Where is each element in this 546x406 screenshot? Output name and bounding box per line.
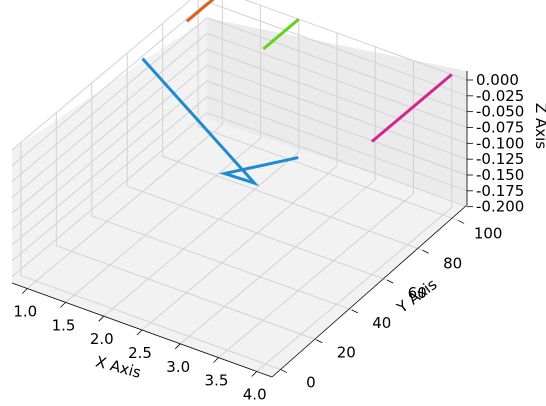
x-tick-label: 2.0	[90, 330, 114, 348]
left-wall-pane	[12, 18, 207, 283]
z-tick-label: -0.075	[476, 119, 524, 137]
series-line-1	[141, 57, 299, 187]
z-grid-line	[11, 64, 468, 230]
x-tick-label: 1.5	[52, 316, 76, 334]
y-grid-line	[197, 0, 459, 221]
grid-lines	[11, 0, 468, 372]
z-tick-label: -0.050	[476, 103, 524, 121]
x-grid-line	[26, 0, 223, 289]
z-grid-line	[11, 0, 468, 151]
z-grid-line	[11, 32, 468, 198]
z-tick-label: -0.150	[476, 166, 524, 184]
z-tick-label: 0.000	[476, 71, 519, 89]
series-line-2	[185, 0, 215, 23]
z-tick-label: -0.100	[476, 134, 524, 152]
series-line-3	[262, 18, 300, 51]
x-tick-label: 3.5	[205, 372, 229, 390]
y-grid-line	[126, 53, 388, 281]
y-grid-line	[91, 82, 352, 311]
axis-ticks: 1.01.52.02.53.03.54.00204060801000.000-0…	[13, 71, 524, 403]
z-axis-title: Z Axis	[532, 103, 546, 149]
z-tick-label: -0.025	[476, 87, 524, 105]
z-grid-line	[11, 1, 468, 167]
y-tick-label: 40	[372, 314, 391, 332]
data-series	[141, 0, 453, 187]
y-tick	[351, 309, 358, 314]
y-tick	[422, 249, 429, 254]
x-grid-line	[256, 74, 453, 372]
z-grid-line	[11, 112, 468, 278]
x-tick-label: 4.0	[243, 385, 267, 403]
z-tick-label: -0.175	[476, 182, 524, 200]
y-tick	[457, 220, 465, 224]
x-tick-label: 1.0	[13, 303, 37, 321]
y-grid-line	[20, 142, 282, 371]
x-tick	[22, 288, 28, 294]
y-tick-label: 60	[408, 284, 427, 302]
x-grid-line	[103, 19, 300, 317]
x-tick-label: 2.5	[128, 344, 152, 362]
z-grid-line	[11, 17, 468, 183]
z-grid-line	[11, 96, 468, 262]
z-grid-line	[11, 48, 468, 214]
y-grid-line	[55, 112, 317, 341]
y-tick	[387, 279, 394, 284]
x-grid-line	[141, 33, 338, 331]
axis-panes	[12, 18, 467, 377]
x-tick	[251, 371, 257, 377]
x-tick	[213, 357, 219, 363]
y-axis-line	[271, 204, 468, 378]
z-tick-label: -0.200	[476, 198, 524, 216]
y-tick-label: 80	[443, 254, 462, 272]
y-tick	[316, 339, 323, 344]
series-line-4	[370, 73, 453, 143]
x-tick	[136, 329, 143, 336]
x-tick	[98, 315, 105, 322]
z-tick-label: -0.125	[476, 150, 524, 168]
z-grid-line	[11, 80, 468, 246]
y-tick-label: 0	[306, 374, 316, 392]
y-tick-label: 100	[474, 224, 503, 242]
x-tick-label: 3.0	[166, 358, 190, 376]
x-tick	[60, 302, 66, 308]
y-tick	[280, 369, 288, 373]
y-tick-label: 20	[337, 344, 356, 362]
x-grid-line	[65, 5, 262, 303]
x-grid-line	[179, 46, 376, 345]
x-tick	[174, 343, 181, 350]
y-axis-title: Y Axis	[393, 275, 441, 317]
y-grid-line	[162, 23, 423, 251]
